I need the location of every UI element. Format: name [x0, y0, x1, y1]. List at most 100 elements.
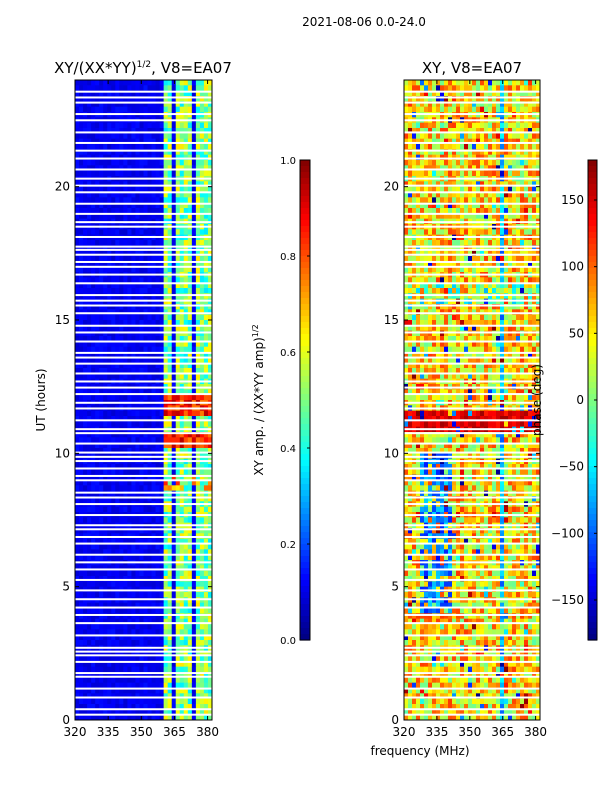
heatmap-cell	[155, 469, 161, 476]
heatmap-cell	[460, 138, 465, 145]
heatmap-cell	[532, 122, 537, 129]
heatmap-cell	[87, 106, 92, 113]
heatmap-cell	[143, 128, 149, 134]
heatmap-cell	[123, 442, 128, 449]
heatmap-cell	[127, 122, 132, 129]
heatmap-cell	[203, 485, 209, 492]
heatmap-cell	[159, 192, 165, 198]
heatmap-cell	[536, 165, 541, 172]
data-gap	[75, 191, 212, 194]
colorbar-segment	[300, 490, 310, 497]
heatmap-cell	[147, 133, 153, 140]
heatmap-cell	[115, 160, 120, 166]
heatmap-cell	[187, 624, 193, 630]
colorbar-segment	[300, 352, 310, 359]
heatmap-cell	[143, 442, 149, 449]
heatmap-cell	[87, 629, 92, 636]
heatmap-cell	[123, 304, 128, 310]
heatmap-cell	[424, 90, 429, 97]
heatmap-cell	[207, 325, 213, 332]
heatmap-cell	[91, 714, 96, 721]
heatmap-cell	[179, 368, 185, 374]
heatmap-cell	[75, 229, 80, 236]
heatmap-cell	[424, 85, 429, 92]
heatmap-cell	[179, 394, 185, 401]
heatmap-cell	[123, 437, 128, 444]
heatmap-cell	[187, 314, 193, 321]
heatmap-cell	[83, 144, 88, 150]
heatmap-cell	[127, 629, 132, 636]
heatmap-cell	[99, 314, 104, 321]
heatmap-cell	[408, 170, 413, 177]
heatmap-cell	[91, 693, 96, 700]
heatmap-cell	[183, 277, 189, 284]
heatmap-cell	[147, 256, 153, 262]
heatmap-cell	[75, 661, 80, 668]
heatmap-cell	[87, 181, 92, 188]
heatmap-cell	[199, 506, 205, 513]
heatmap-cell	[167, 528, 173, 534]
heatmap-cell	[175, 368, 181, 374]
heatmap-cell	[75, 106, 80, 113]
heatmap-cell	[163, 624, 169, 630]
heatmap-cell	[183, 682, 189, 689]
heatmap-cell	[171, 640, 177, 646]
heatmap-cell	[163, 682, 169, 689]
heatmap-cell	[111, 661, 116, 668]
heatmap-cell	[183, 362, 189, 369]
heatmap-cell	[99, 688, 104, 694]
heatmap-cell	[191, 629, 197, 636]
heatmap-cell	[95, 394, 100, 401]
heatmap-cell	[207, 704, 213, 710]
heatmap-cell	[171, 341, 177, 348]
heatmap-cell	[131, 357, 136, 364]
heatmap-cell	[147, 672, 153, 678]
heatmap-cell	[115, 517, 120, 524]
heatmap-cell	[123, 629, 128, 636]
heatmap-cell	[448, 122, 453, 129]
heatmap-cell	[75, 506, 80, 513]
heatmap-cell	[119, 389, 124, 396]
heatmap-cell	[83, 432, 88, 438]
heatmap-cell	[155, 330, 161, 337]
heatmap-cell	[135, 592, 140, 598]
heatmap-cell	[131, 106, 136, 113]
heatmap-cell	[191, 656, 197, 662]
heatmap-cell	[195, 352, 201, 358]
heatmap-cell	[187, 144, 193, 150]
heatmap-cell	[119, 266, 124, 273]
heatmap-cell	[103, 346, 108, 353]
heatmap-cell	[171, 186, 177, 193]
heatmap-cell	[103, 389, 108, 396]
heatmap-cell	[107, 288, 112, 294]
heatmap-cell	[123, 544, 128, 550]
heatmap-cell	[83, 85, 88, 92]
heatmap-cell	[456, 138, 461, 145]
y-tick-label: 20	[55, 180, 70, 194]
heatmap-cell	[167, 666, 173, 673]
heatmap-cell	[143, 704, 149, 710]
heatmap-cell	[99, 656, 104, 662]
heatmap-cell	[488, 149, 493, 156]
heatmap-cell	[79, 389, 84, 396]
heatmap-cell	[91, 528, 96, 534]
heatmap-cell	[107, 469, 112, 476]
heatmap-cell	[496, 106, 501, 113]
heatmap-cell	[175, 506, 181, 513]
heatmap-cell	[99, 394, 104, 401]
heatmap-cell	[151, 133, 157, 140]
heatmap-cell	[163, 554, 169, 561]
heatmap-cell	[183, 613, 189, 620]
heatmap-cell	[199, 106, 205, 113]
heatmap-cell	[167, 677, 173, 684]
heatmap-cell	[207, 229, 213, 236]
heatmap-cell	[111, 186, 116, 193]
heatmap-cell	[179, 469, 185, 476]
heatmap-cell	[195, 133, 201, 140]
heatmap-cell	[171, 149, 177, 156]
heatmap-cell	[171, 261, 177, 268]
heatmap-cell	[175, 250, 181, 257]
heatmap-cell	[147, 592, 153, 598]
heatmap-cell	[424, 186, 429, 193]
heatmap-cell	[175, 90, 181, 97]
